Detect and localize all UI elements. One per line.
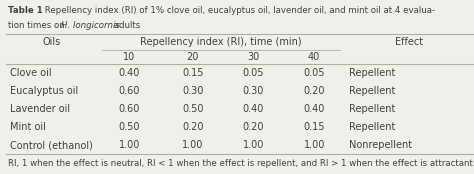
- Text: 30: 30: [247, 52, 260, 62]
- Text: 0.30: 0.30: [182, 86, 203, 96]
- Text: Repellent: Repellent: [349, 104, 396, 114]
- Text: 0.60: 0.60: [119, 104, 140, 114]
- Text: 0.15: 0.15: [182, 68, 203, 78]
- Text: 0.05: 0.05: [303, 68, 325, 78]
- Text: 1.00: 1.00: [119, 140, 140, 150]
- Text: RI, 1 when the effect is neutral, RI < 1 when the effect is repellent, and RI > : RI, 1 when the effect is neutral, RI < 1…: [8, 160, 474, 168]
- Text: 0.20: 0.20: [182, 122, 203, 132]
- Text: Repellent: Repellent: [349, 122, 396, 132]
- Text: adults: adults: [111, 21, 140, 30]
- Text: Repellent: Repellent: [349, 86, 396, 96]
- Text: 1.00: 1.00: [243, 140, 264, 150]
- Text: 10: 10: [123, 52, 136, 62]
- Text: Clove oil: Clove oil: [10, 68, 52, 78]
- Text: tion times on: tion times on: [8, 21, 68, 30]
- Text: Oils: Oils: [42, 37, 60, 47]
- Text: Repellency index (RI), time (min): Repellency index (RI), time (min): [140, 37, 301, 47]
- Text: Control (ethanol): Control (ethanol): [10, 140, 93, 150]
- Text: 0.40: 0.40: [243, 104, 264, 114]
- Text: 0.50: 0.50: [182, 104, 203, 114]
- Text: 0.15: 0.15: [303, 122, 325, 132]
- Text: 0.05: 0.05: [243, 68, 264, 78]
- Text: Eucalyptus oil: Eucalyptus oil: [10, 86, 79, 96]
- Text: 0.20: 0.20: [243, 122, 264, 132]
- Text: 40: 40: [308, 52, 320, 62]
- Text: 0.20: 0.20: [303, 86, 325, 96]
- Text: Mint oil: Mint oil: [10, 122, 46, 132]
- Text: 0.30: 0.30: [243, 86, 264, 96]
- Text: Table 1: Table 1: [8, 6, 43, 15]
- Text: 1.00: 1.00: [303, 140, 325, 150]
- Text: Repellency index (RI) of 1% clove oil, eucalyptus oil, lavender oil, and mint oi: Repellency index (RI) of 1% clove oil, e…: [42, 6, 435, 15]
- Text: Lavender oil: Lavender oil: [10, 104, 71, 114]
- Text: 0.40: 0.40: [119, 68, 140, 78]
- Text: 0.60: 0.60: [119, 86, 140, 96]
- Text: Repellent: Repellent: [349, 68, 396, 78]
- Text: 20: 20: [186, 52, 199, 62]
- Text: Nonrepellent: Nonrepellent: [349, 140, 412, 150]
- Text: 0.40: 0.40: [303, 104, 325, 114]
- Text: Effect: Effect: [395, 37, 423, 47]
- Text: H. longicornis: H. longicornis: [61, 21, 120, 30]
- Text: 1.00: 1.00: [182, 140, 203, 150]
- Text: 0.50: 0.50: [119, 122, 140, 132]
